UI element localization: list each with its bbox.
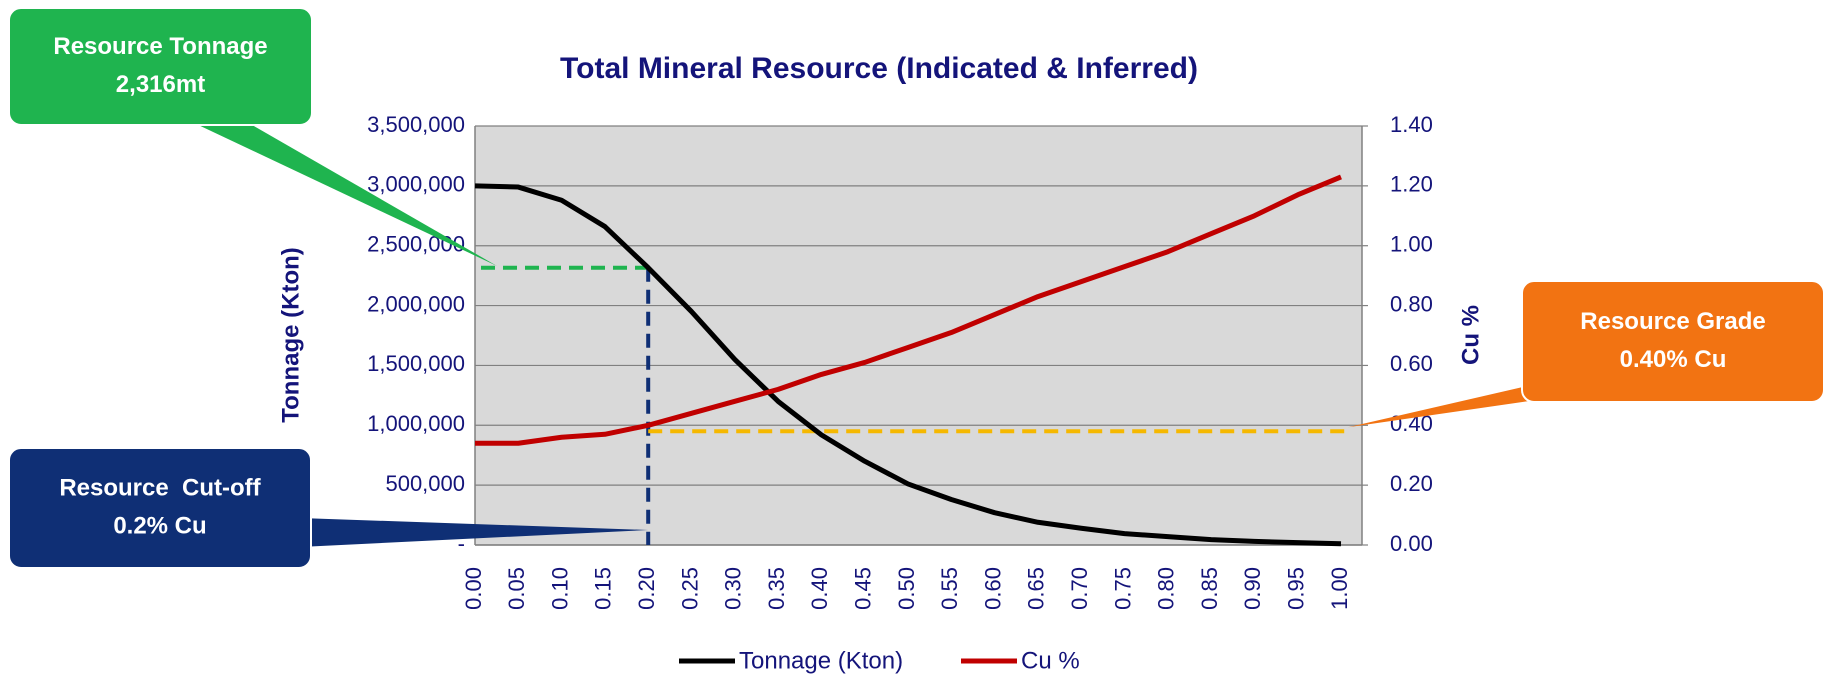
y2-tick-label: 1.40 bbox=[1390, 112, 1433, 137]
plot-area bbox=[475, 126, 1362, 545]
legend-label: Tonnage (Kton) bbox=[739, 647, 903, 674]
x-tick-label: 0.00 bbox=[461, 567, 486, 610]
x-tick-label: 0.30 bbox=[721, 567, 746, 610]
x-tick-label: 0.15 bbox=[591, 567, 616, 610]
chart-title: Total Mineral Resource (Indicated & Infe… bbox=[560, 52, 1198, 85]
callout-box bbox=[8, 7, 313, 126]
callout-pointer bbox=[300, 518, 649, 547]
x-tick-label: 0.55 bbox=[937, 567, 962, 610]
legend-label: Cu % bbox=[1021, 647, 1080, 674]
callout-text: 2,316mt bbox=[116, 71, 205, 98]
callout-text: Resource Grade bbox=[1580, 308, 1765, 335]
x-tick-label: 0.50 bbox=[894, 567, 919, 610]
y-tick-label: 500,000 bbox=[385, 471, 465, 496]
callout-box bbox=[8, 447, 312, 569]
x-tick-label: 0.85 bbox=[1197, 567, 1222, 610]
callout-text: 0.40% Cu bbox=[1620, 346, 1727, 373]
x-tick-label: 0.75 bbox=[1110, 567, 1135, 610]
y-tick-label: 1,500,000 bbox=[367, 351, 465, 376]
y2-tick-label: 0.60 bbox=[1390, 351, 1433, 376]
y2-tick-label: 0.20 bbox=[1390, 471, 1433, 496]
y2-tick-label: 0.80 bbox=[1390, 291, 1433, 316]
x-tick-label: 0.25 bbox=[677, 567, 702, 610]
x-tick-label: 0.80 bbox=[1154, 567, 1179, 610]
series-line bbox=[475, 174, 1342, 446]
y2-tick-label: 1.00 bbox=[1390, 232, 1433, 257]
x-tick-label: 0.65 bbox=[1024, 567, 1049, 610]
callout-text: Resource Tonnage bbox=[53, 33, 267, 60]
callout-pointer bbox=[175, 114, 497, 266]
x-tick-label: 0.10 bbox=[547, 567, 572, 610]
y-tick-label: 2,000,000 bbox=[367, 291, 465, 316]
x-tick-label: 0.05 bbox=[504, 567, 529, 610]
series-line bbox=[474, 183, 1342, 547]
x-tick-label: 0.90 bbox=[1240, 567, 1265, 610]
y2-tick-label: 0.00 bbox=[1390, 531, 1433, 556]
callout-box bbox=[1521, 280, 1825, 403]
y2-axis-title: Cu % bbox=[1457, 305, 1484, 365]
x-tick-label: 0.70 bbox=[1067, 567, 1092, 610]
x-tick-label: 1.00 bbox=[1327, 567, 1352, 610]
x-tick-label: 0.35 bbox=[764, 567, 789, 610]
y-tick-label: 2,500,000 bbox=[367, 232, 465, 257]
x-tick-label: 0.40 bbox=[807, 567, 832, 610]
callout-text: Resource Cut-off bbox=[59, 474, 261, 501]
y-tick-label: 3,000,000 bbox=[367, 172, 465, 197]
callout-text: 0.2% Cu bbox=[113, 512, 206, 539]
y-tick-label: - bbox=[458, 531, 465, 556]
x-tick-label: 0.45 bbox=[851, 567, 876, 610]
x-tick-label: 0.20 bbox=[634, 567, 659, 610]
y-tick-label: 1,000,000 bbox=[367, 411, 465, 436]
y-tick-label: 3,500,000 bbox=[367, 112, 465, 137]
y2-tick-label: 1.20 bbox=[1390, 172, 1433, 197]
y-axis-title: Tonnage (Kton) bbox=[277, 247, 304, 423]
x-tick-label: 0.95 bbox=[1284, 567, 1309, 610]
x-tick-label: 0.60 bbox=[980, 567, 1005, 610]
callout-pointer bbox=[1348, 384, 1536, 428]
